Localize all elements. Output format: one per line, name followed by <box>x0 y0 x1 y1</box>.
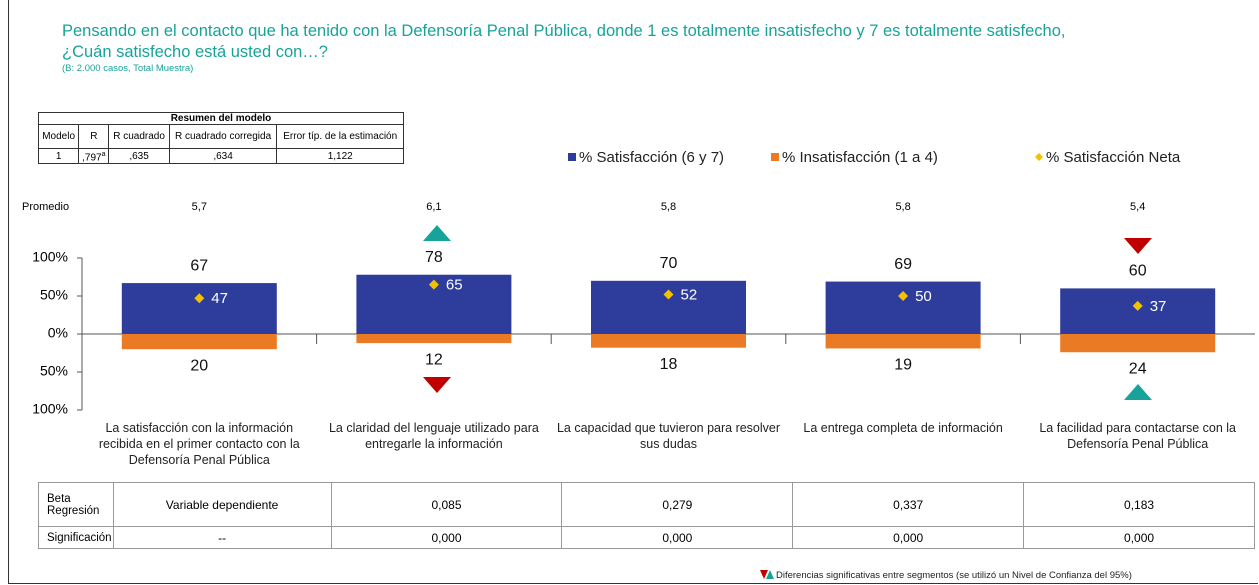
cell: 0,279 <box>561 482 794 527</box>
value-label: 78 <box>425 249 443 266</box>
y-tick-label: 0% <box>48 325 68 341</box>
column-header: R cuadrado corregida <box>168 124 278 149</box>
net-marker <box>194 293 205 304</box>
y-tick-label: 50% <box>40 363 68 379</box>
legend-marker <box>568 153 576 161</box>
sig-up <box>423 225 451 241</box>
average: 5,4 <box>1130 201 1145 213</box>
cell: ,797a <box>78 147 110 165</box>
net-label: 37 <box>1150 298 1167 315</box>
average: 5,8 <box>895 201 910 213</box>
note-down <box>760 570 768 579</box>
sig-down <box>423 377 451 393</box>
bar <box>591 334 746 348</box>
cell: Significación <box>38 526 114 549</box>
x-tick-label: La facilidad para contactarse con la Def… <box>1039 421 1237 451</box>
cell: 0,000 <box>792 526 1025 549</box>
net-label: 65 <box>446 277 463 294</box>
subtitle: (B: 2.000 casos, Total Muestra) <box>62 63 194 74</box>
footnote-mark: a <box>101 151 106 158</box>
cell: 0,000 <box>330 526 563 549</box>
legend-marker <box>771 153 779 161</box>
sig-up <box>1124 384 1152 400</box>
net-marker <box>428 279 439 290</box>
bar <box>121 334 277 350</box>
cell: 0,183 <box>1023 482 1255 527</box>
cell: ,634 <box>168 147 278 165</box>
column-header: Error típ. de la estimación <box>276 124 404 149</box>
cell: Variable dependiente <box>112 482 332 527</box>
legend-label: % Satisfacción (6 y 7) <box>579 149 724 166</box>
average: 6,1 <box>426 201 441 213</box>
bar <box>356 334 512 344</box>
regression-table: Beta Regresión Variable dependiente 0,085 0… <box>38 482 1255 549</box>
value-label: 67 <box>190 257 208 274</box>
x-tick-label: La entrega completa de información <box>803 421 1003 435</box>
cell: 1,122 <box>276 147 404 165</box>
net-marker <box>1132 300 1143 311</box>
bar <box>825 334 981 349</box>
column-header: R cuadrado <box>108 124 170 149</box>
net-label: 52 <box>681 286 698 303</box>
bar <box>591 280 746 334</box>
bar <box>121 283 277 334</box>
value-label: 24 <box>1129 360 1147 377</box>
bar <box>825 281 981 334</box>
x-tick-label: La capacidad que tuvieron para resolver … <box>556 421 781 451</box>
title: ¿Cuán satisfecho está usted con…? <box>62 43 328 61</box>
cell: -- <box>112 526 332 549</box>
cell: 0,085 <box>330 482 563 527</box>
value-label: 69 <box>894 256 912 273</box>
net-marker <box>663 289 674 300</box>
cell: Beta Regresión <box>38 482 114 527</box>
legend-marker <box>1035 153 1043 161</box>
x-tick-label: La satisfacción con la información recib… <box>98 421 300 467</box>
note-up <box>766 570 774 579</box>
title: Pensando en el contacto que ha tenido co… <box>62 22 1066 40</box>
average: 5,7 <box>192 201 207 213</box>
net-label: 47 <box>211 290 228 307</box>
frame <box>8 0 1258 584</box>
y-tick-label: 50% <box>40 287 68 303</box>
y-tick-label: 100% <box>32 401 68 417</box>
bar <box>1060 334 1216 353</box>
model-table: Resumen del modelo Modelo R R cuadrado R cu… <box>37 112 404 165</box>
cell: ,635 <box>108 147 170 165</box>
cell: 0,000 <box>561 526 794 549</box>
value-label: 12 <box>425 351 443 368</box>
value-label: 19 <box>894 357 912 374</box>
value-label: 70 <box>660 255 678 272</box>
net-label: 50 <box>915 288 932 305</box>
footnote: Diferencias significativas entre segment… <box>776 570 1132 581</box>
bar <box>1060 288 1216 334</box>
sig-down <box>1124 238 1152 254</box>
value-label: 18 <box>660 356 678 373</box>
cell: 0,000 <box>1023 526 1255 549</box>
value-label: 20 <box>190 357 208 374</box>
average: 5,8 <box>661 201 676 213</box>
y-tick-label: 100% <box>32 249 68 265</box>
net-marker <box>898 291 909 301</box>
legend-label: % Insatisfacción (1 a 4) <box>782 149 938 166</box>
row-label: Promedio <box>22 201 69 213</box>
x-tick-label: La claridad del lenguaje utilizado para … <box>328 421 539 451</box>
value-label: 60 <box>1129 263 1147 280</box>
legend-label: % Satisfacción Neta <box>1046 149 1181 166</box>
